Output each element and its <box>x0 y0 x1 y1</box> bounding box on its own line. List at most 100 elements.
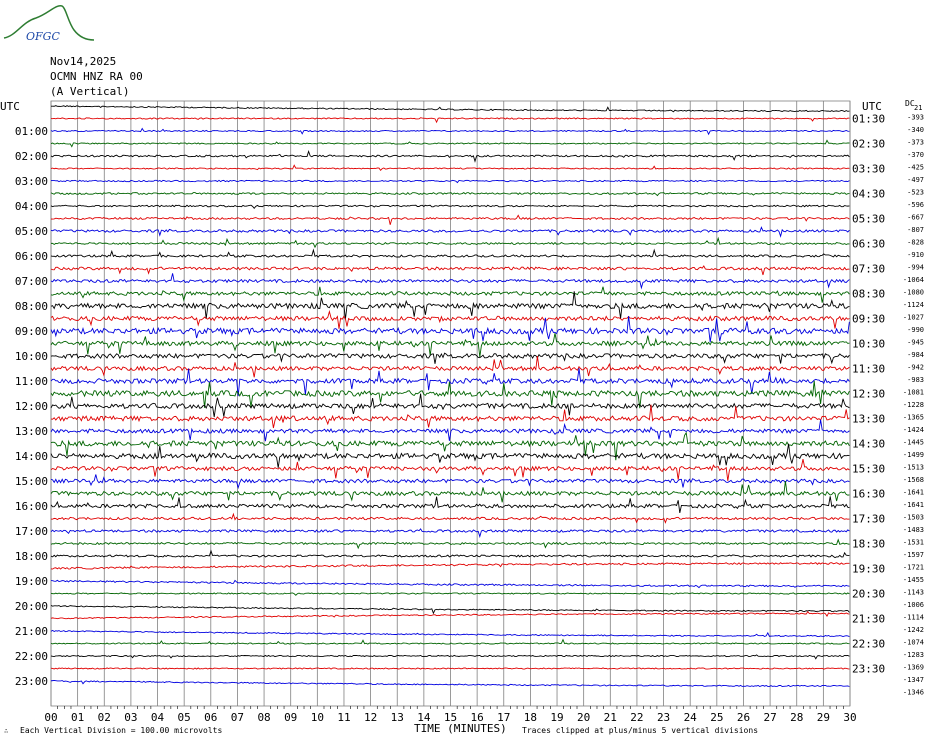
x-tick-label: 26 <box>737 711 750 724</box>
x-tick-label: 29 <box>817 711 830 724</box>
left-hour-label: 11:00 <box>15 375 48 388</box>
footer-mark: ∴ <box>4 727 8 735</box>
seismic-trace <box>50 127 850 136</box>
logo-mountain-icon <box>3 5 95 41</box>
right-hour-label: 22:30 <box>852 638 885 651</box>
seismic-traces <box>50 105 850 688</box>
right-hour-labels: 01:30 02:30 03:30 04:30 05:30 06:30 07:30 08:30… <box>852 113 885 676</box>
dc-offset-label: -1228 <box>903 401 924 409</box>
seismic-trace <box>50 291 850 320</box>
x-tick-label: 07 <box>231 711 244 724</box>
seismic-trace <box>50 549 850 559</box>
left-hour-label: 19:00 <box>15 575 48 588</box>
seismic-trace <box>50 355 850 378</box>
seismic-trace <box>50 419 850 442</box>
seismic-trace <box>50 105 850 113</box>
seismic-trace <box>50 309 850 329</box>
dc-offset-label: -1513 <box>903 464 924 472</box>
left-hour-label: 10:00 <box>15 350 48 363</box>
dc-offset-label: -523 <box>907 189 924 197</box>
right-hour-label: 10:30 <box>852 338 885 351</box>
dc-offset-label: -1074 <box>903 639 924 647</box>
station-label: OCMN HNZ RA 00 <box>50 70 143 83</box>
dc-label: DC <box>905 99 915 108</box>
seismic-trace <box>50 368 850 397</box>
x-tick-label: 16 <box>471 711 484 724</box>
seismic-trace <box>50 404 850 429</box>
seismic-trace <box>50 139 850 148</box>
left-hour-label: 06:00 <box>15 250 48 263</box>
dc-offset-label: -1027 <box>903 314 924 322</box>
seismic-trace <box>50 680 850 688</box>
seismic-trace <box>50 393 850 418</box>
left-hour-label: 20:00 <box>15 600 48 613</box>
right-hour-label: 20:30 <box>852 588 885 601</box>
dc-offset-label: -990 <box>907 326 924 334</box>
left-hour-label: 01:00 <box>15 125 48 138</box>
x-tick-label: 22 <box>630 711 643 724</box>
x-tick-label: 09 <box>284 711 297 724</box>
x-tick-label: 17 <box>497 711 510 724</box>
dc-offset-label: -1424 <box>903 426 924 434</box>
right-hour-label: 18:30 <box>852 538 885 551</box>
left-hour-label: 02:00 <box>15 150 48 163</box>
dc-offset-label: -1124 <box>903 301 924 309</box>
dc-offset-labels: -393 -340 -373 -370 -425 -497 -523 -596 -667 -807… <box>903 114 924 697</box>
left-hour-label: 15:00 <box>15 475 48 488</box>
dc-offset-label: -1064 <box>903 276 924 284</box>
right-hour-label: 17:30 <box>852 513 885 526</box>
x-tick-label: 30 <box>843 711 856 724</box>
dc-offset-label: -984 <box>907 351 924 359</box>
seismic-trace <box>50 248 850 258</box>
dc-offset-label: -1080 <box>903 289 924 297</box>
seismic-trace <box>50 191 850 197</box>
seismic-trace <box>50 117 850 124</box>
dc-offset-label: -1365 <box>903 414 924 422</box>
seismic-trace <box>50 459 850 481</box>
dc-offset-label: -1483 <box>903 526 924 534</box>
right-hour-label: 06:30 <box>852 238 885 251</box>
right-hour-label: 04:30 <box>852 188 885 201</box>
minute-grid <box>50 100 851 709</box>
dc-offset-label: -994 <box>907 264 924 272</box>
dc-offset-label: -1721 <box>903 564 924 572</box>
plot-frame <box>50 100 851 707</box>
right-utc-header: UTC <box>862 100 882 113</box>
left-hour-label: 03:00 <box>15 175 48 188</box>
x-tick-label: 02 <box>98 711 111 724</box>
seismic-trace <box>50 496 850 513</box>
seismic-trace <box>50 179 850 184</box>
seismic-trace <box>50 562 850 570</box>
x-tick-label: 21 <box>604 711 617 724</box>
right-hour-label: 08:30 <box>852 288 885 301</box>
seismic-trace <box>50 204 850 209</box>
dc-offset-label: -942 <box>907 364 924 372</box>
x-tick-label: 14 <box>417 711 431 724</box>
seismic-trace <box>50 431 850 461</box>
dc-offset-label: -1445 <box>903 439 924 447</box>
x-tick-labels: 00 01 02 03 04 05 06 07 08 09 10 11 12 13 14 15 16 17 18 19… <box>44 711 856 724</box>
seismic-trace <box>50 654 850 660</box>
dc-offset-label: -828 <box>907 239 924 247</box>
seismic-trace <box>50 226 850 238</box>
right-hour-label: 05:30 <box>852 213 885 226</box>
logo-text: OFGC <box>26 30 60 43</box>
seismic-trace <box>50 629 850 638</box>
dc-offset-label: -1455 <box>903 576 924 584</box>
seismic-trace <box>50 480 850 503</box>
x-tick-label: 10 <box>311 711 324 724</box>
seismic-trace <box>50 667 850 670</box>
seismic-trace <box>50 236 850 249</box>
seismic-trace <box>50 286 850 303</box>
x-tick-label: 15 <box>444 711 457 724</box>
right-hour-label: 07:30 <box>852 263 885 276</box>
dc-offset-label: -1369 <box>903 664 924 672</box>
seismic-trace <box>50 443 850 468</box>
dc-offset-label: -1283 <box>903 651 924 659</box>
dc-offset-label: -1499 <box>903 451 924 459</box>
right-hour-label: 14:30 <box>852 438 885 451</box>
right-hour-label: 23:30 <box>852 663 885 676</box>
left-hour-label: 17:00 <box>15 525 48 538</box>
x-tick-label: 27 <box>763 711 776 724</box>
